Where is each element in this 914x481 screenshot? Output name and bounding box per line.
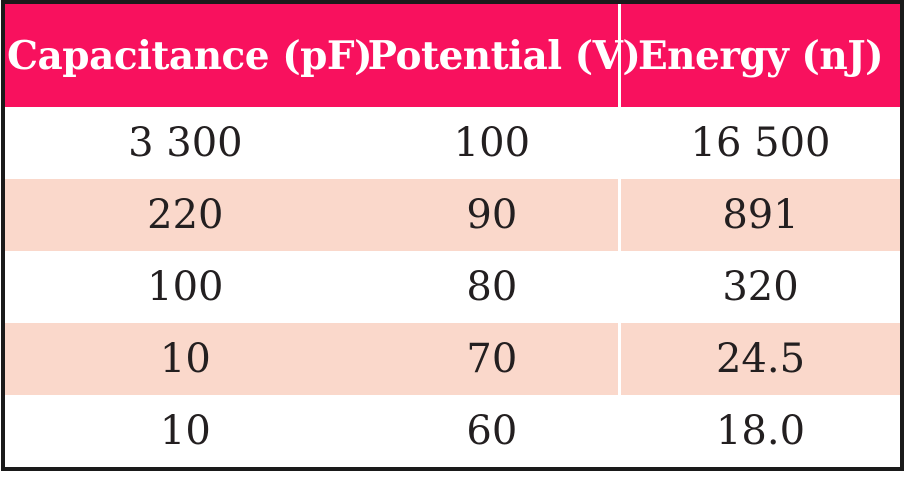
- cell-potential: 90: [365, 179, 619, 251]
- column-header-capacitance: Capacitance (pF): [5, 4, 373, 107]
- cell-capacitance: 10: [5, 395, 366, 467]
- cell-capacitance: 220: [5, 179, 366, 251]
- table-row: 220 90 891: [5, 179, 900, 251]
- cell-energy: 16 500: [618, 107, 900, 179]
- header-row: Capacitance (pF) Potential (V) Energy (n…: [5, 4, 900, 107]
- cell-capacitance: 10: [5, 323, 366, 395]
- column-header-potential: Potential (V): [365, 4, 641, 107]
- table-header: Capacitance (pF) Potential (V) Energy (n…: [5, 4, 900, 107]
- cell-energy: 891: [618, 179, 900, 251]
- cell-potential: 60: [365, 395, 619, 467]
- capacitor-energy-table-frame: Capacitance (pF) Potential (V) Energy (n…: [1, 0, 904, 471]
- cell-energy: 24.5: [618, 323, 900, 395]
- table-row: 3 300 100 16 500: [5, 107, 900, 179]
- capacitor-energy-table: Capacitance (pF) Potential (V) Energy (n…: [5, 4, 900, 467]
- cell-energy: 18.0: [618, 395, 900, 467]
- cell-potential: 70: [365, 323, 619, 395]
- table-body: 3 300 100 16 500 220 90 891 100 80 320 1…: [5, 107, 900, 467]
- cell-potential: 80: [365, 251, 619, 323]
- table-row: 10 60 18.0: [5, 395, 900, 467]
- cell-potential: 100: [365, 107, 619, 179]
- cell-capacitance: 100: [5, 251, 366, 323]
- cell-energy: 320: [618, 251, 900, 323]
- cell-capacitance: 3 300: [5, 107, 366, 179]
- column-header-energy: Energy (nJ): [618, 4, 900, 107]
- table-row: 100 80 320: [5, 251, 900, 323]
- table-row: 10 70 24.5: [5, 323, 900, 395]
